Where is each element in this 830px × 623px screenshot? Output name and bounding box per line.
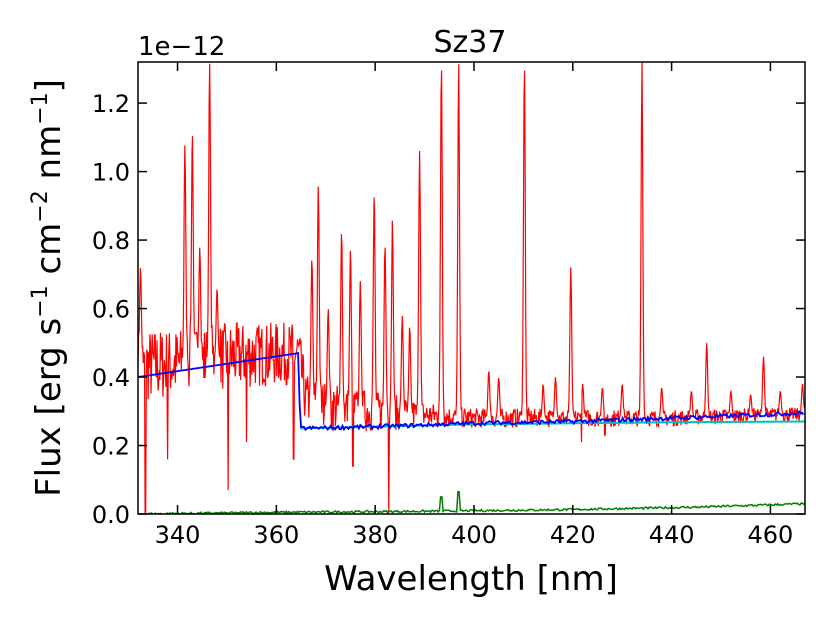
y-tick-label: 0.0 bbox=[92, 501, 130, 529]
plot-frame bbox=[137, 61, 806, 515]
x-tick-label: 380 bbox=[352, 521, 398, 549]
y-title-cm: cm bbox=[29, 223, 69, 286]
chart-title: Sz37 bbox=[434, 25, 507, 60]
y-title-exp-2: −2 bbox=[28, 190, 53, 222]
y-axis-title: Flux [erg s−1 cm−2 nm−1] bbox=[28, 79, 69, 497]
template-residual-line bbox=[138, 490, 805, 514]
x-tick-label: 360 bbox=[253, 521, 299, 549]
y-tick-label: 0.2 bbox=[92, 433, 130, 461]
y-offset-label: 1e−12 bbox=[138, 32, 225, 62]
y-title-prefix: Flux [erg s bbox=[29, 318, 69, 497]
total-model-line bbox=[138, 352, 805, 432]
y-tick-label: 0.8 bbox=[92, 227, 130, 255]
y-tick-label: 0.4 bbox=[92, 364, 130, 392]
series-layer bbox=[138, 62, 805, 514]
x-tick-label: 440 bbox=[649, 521, 695, 549]
y-tick-label: 1.0 bbox=[92, 159, 130, 187]
x-tick-label: 420 bbox=[550, 521, 596, 549]
x-tick-label: 340 bbox=[155, 521, 201, 549]
x-tick-label: 460 bbox=[748, 521, 794, 549]
x-tick-label: 400 bbox=[451, 521, 497, 549]
x-axis-title: Wavelength [nm] bbox=[324, 559, 618, 599]
y-title-nm: nm bbox=[29, 125, 69, 190]
y-title-suffix: ] bbox=[29, 79, 69, 92]
y-tick-label: 1.2 bbox=[92, 90, 130, 118]
observed-spectrum-line bbox=[138, 62, 805, 514]
y-title-exp-3: −1 bbox=[28, 92, 53, 124]
ticks-layer: 340 360 380 400 420 440 460 0.0 0.2 0.4 0.6 0.8 1.0 1… bbox=[92, 62, 805, 549]
y-tick-label: 0.6 bbox=[92, 296, 130, 324]
y-title-exp-1: −1 bbox=[28, 285, 53, 317]
